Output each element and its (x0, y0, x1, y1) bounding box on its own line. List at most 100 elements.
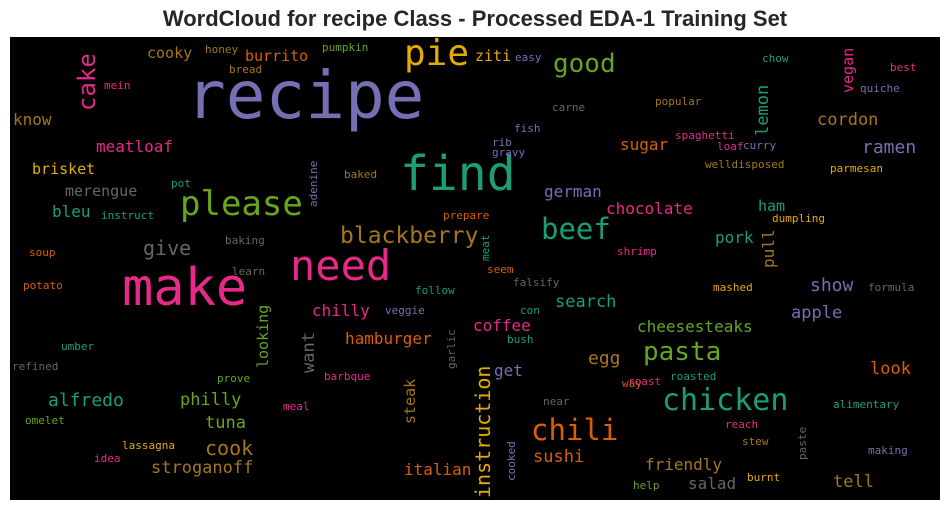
word-gravy: gravy (492, 146, 525, 159)
word-omelet: omelet (25, 414, 65, 427)
word-welldisposed: welldisposed (705, 158, 784, 171)
word-instruction: instruction (471, 366, 495, 498)
word-tell: tell (833, 472, 874, 492)
word-pork: pork (715, 228, 754, 247)
word-search: search (555, 292, 616, 312)
word-tuna: tuna (205, 413, 246, 433)
word-cake: cake (73, 53, 101, 111)
word-cooked: cooked (505, 441, 518, 481)
word-need: need (290, 241, 391, 290)
word-alimentary: alimentary (833, 398, 900, 411)
word-sushi: sushi (533, 447, 584, 467)
word-chilly: chilly (312, 301, 370, 320)
word-making: making (868, 444, 908, 457)
word-burrito: burrito (245, 47, 308, 65)
word-make: make (122, 258, 247, 318)
word-ham: ham (758, 197, 785, 215)
word-paste: paste (796, 427, 809, 460)
word-help: help (633, 479, 660, 492)
word-rib: rib (492, 136, 512, 149)
word-good: good (553, 49, 616, 79)
word-find: find (400, 146, 516, 202)
word-lassagna: lassagna (122, 439, 175, 452)
word-follow: follow (415, 284, 455, 297)
word-shrimp: shrimp (617, 245, 657, 258)
word-please: please (180, 184, 303, 224)
word-barbque: barbque (324, 370, 370, 383)
word-cheesesteaks: cheesesteaks (637, 317, 753, 336)
word-egg: egg (588, 348, 621, 369)
word-vegan: vegan (839, 48, 857, 93)
word-bleu: bleu (52, 202, 91, 221)
word-cook: cook (205, 436, 253, 460)
word-pie: pie (404, 37, 469, 74)
word-carne: carne (552, 101, 585, 114)
word-spaghetti: spaghetti (675, 129, 735, 142)
word-cooky: cooky (147, 44, 192, 62)
word-parmesan: parmesan (830, 162, 883, 175)
word-chow: chow (762, 52, 789, 65)
word-beef: beef (541, 212, 611, 246)
word-steak: steak (401, 379, 419, 424)
word-show: show (810, 275, 854, 296)
word-friendly: friendly (645, 455, 722, 474)
word-ziti: ziti (475, 47, 511, 65)
word-popular: popular (655, 95, 702, 108)
word-umber: umber (61, 340, 94, 353)
word-apple: apple (791, 303, 842, 323)
word-hamburger: hamburger (345, 329, 432, 348)
word-prepare: prepare (443, 209, 489, 222)
chart-title: WordCloud for recipe Class - Processed E… (162, 6, 788, 31)
word-garlic: garlic (445, 329, 458, 369)
word-honey: honey (205, 43, 238, 56)
word-learn: learn (232, 265, 265, 278)
word-instruct: instruct (101, 209, 154, 222)
word-potato: potato (23, 279, 63, 292)
word-chili: chili (531, 413, 618, 447)
word-mashed: mashed (713, 281, 753, 294)
word-pumpkin: pumpkin (322, 41, 368, 54)
word-roasted: roasted (670, 370, 716, 383)
word-recipe: recipe (186, 57, 424, 134)
word-meal: meal (283, 400, 310, 413)
word-baking: baking (225, 234, 265, 247)
word-soup: soup (29, 246, 56, 259)
word-idea: idea (94, 452, 121, 465)
word-want: want (299, 332, 319, 373)
word-lemon: lemon (753, 85, 773, 136)
word-blackberry: blackberry (340, 223, 478, 249)
word-chicken: chicken (662, 383, 788, 418)
word-loaf: loaf (717, 140, 744, 153)
word-look: look (870, 359, 911, 379)
word-dumpling: dumpling (772, 212, 825, 225)
word-italian: italian (404, 460, 471, 479)
word-burnt: burnt (747, 471, 780, 484)
word-stroganoff: stroganoff (151, 458, 253, 478)
word-curry: curry (743, 139, 776, 152)
word-formula: formula (868, 281, 914, 294)
word-sugar: sugar (620, 135, 669, 154)
word-looking: looking (254, 305, 272, 368)
word-brisket: brisket (32, 160, 95, 178)
word-refined: refined (12, 360, 58, 373)
word-way: way (622, 377, 642, 390)
word-give: give (143, 236, 191, 260)
word-fish: fish (514, 122, 541, 135)
word-falsify: falsify (513, 276, 560, 289)
word-baked: baked (344, 168, 377, 181)
word-reach: reach (725, 418, 758, 431)
word-con: con (520, 304, 540, 317)
word-ramen: ramen (862, 137, 916, 158)
word-pasta: pasta (643, 337, 721, 367)
word-veggie: veggie (385, 304, 425, 317)
word-merengue: merengue (65, 182, 137, 200)
word-pull: pull (759, 229, 778, 268)
word-get: get (494, 361, 523, 380)
word-seem: seem (487, 263, 514, 276)
word-know: know (13, 110, 52, 129)
word-salad: salad (688, 474, 736, 493)
word-alfredo: alfredo (48, 390, 124, 411)
word-chocolate: chocolate (606, 199, 693, 218)
word-coffee: coffee (473, 316, 531, 335)
word-best: best (890, 61, 917, 74)
